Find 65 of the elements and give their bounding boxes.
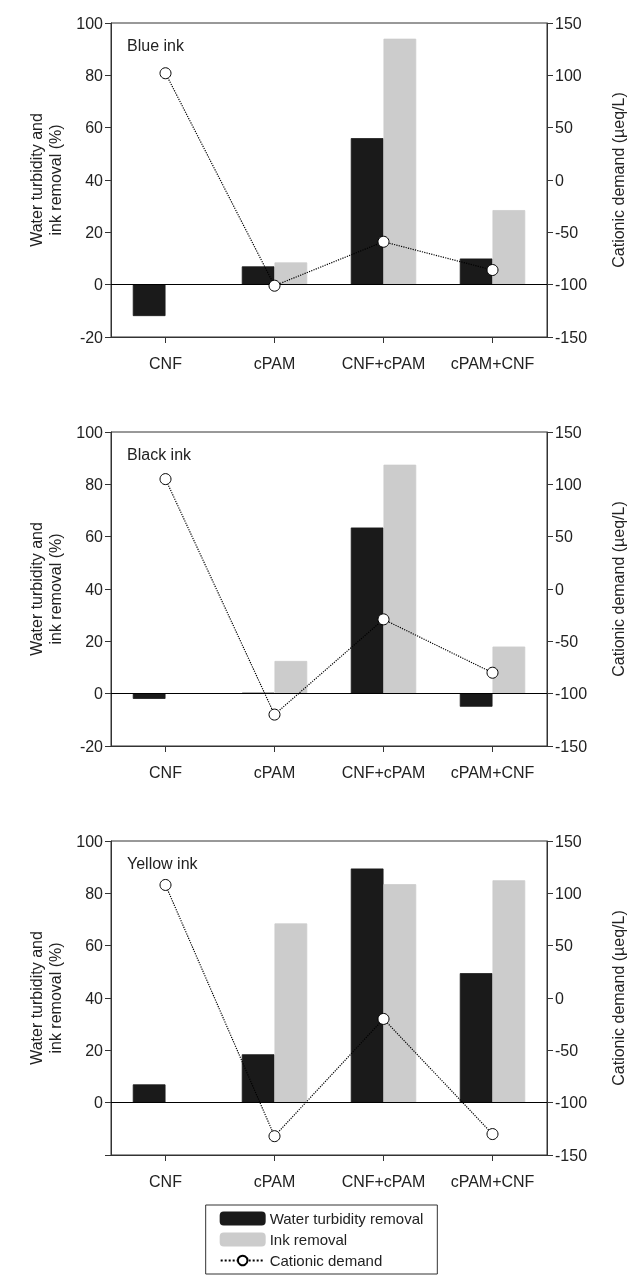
x-tick-label: cPAM: [253, 763, 296, 781]
y-tick-label: 40: [85, 171, 104, 189]
y2-tick-label: 100: [555, 884, 582, 902]
y2-tick-label: -50: [555, 632, 579, 650]
y2-tick-label: 50: [555, 937, 573, 955]
x-tick-label: cPAM: [253, 1172, 296, 1190]
y-tick-label: 40: [85, 580, 104, 598]
y-tick-label: 80: [85, 884, 104, 902]
y2-tick-label: 150: [555, 832, 582, 850]
x-tick-label: CNF: [149, 763, 183, 781]
y-tick-label: 60: [85, 937, 104, 955]
x-tick-label: CNF+cPAM: [341, 763, 426, 781]
y-tick-label: 0: [94, 276, 104, 294]
y-tick-label: 80: [85, 475, 104, 493]
y-tick-label: 20: [85, 632, 104, 650]
y2-tick-label: -100: [555, 685, 588, 703]
y-tick-label: 100: [76, 832, 104, 850]
y-tick-label: 60: [85, 119, 104, 137]
x-tick-label: cPAM+CNF: [450, 763, 535, 781]
y2-tick-label: 50: [555, 528, 573, 546]
y-axis-title: Water turbidity and ink removal (%): [28, 113, 65, 247]
y-tick-label: 100: [76, 423, 104, 441]
y2-tick-label: 150: [555, 14, 582, 32]
y2-tick-label: 100: [555, 66, 582, 84]
y-tick-label: -20: [79, 737, 104, 755]
y2-tick-label: 0: [555, 171, 564, 189]
x-tick-label: CNF: [149, 1172, 183, 1190]
y2-tick-label: -50: [555, 223, 579, 241]
y-tick-label: 40: [85, 989, 104, 1007]
y-tick-label: 60: [85, 528, 104, 546]
x-tick-label: cPAM: [253, 354, 296, 372]
y-tick-label: 0: [94, 685, 104, 703]
y-axis-title: Water turbidity and ink removal (%): [28, 522, 65, 656]
x-tick-label: cPAM+CNF: [450, 1172, 535, 1190]
y2-axis-title: Cationic demand (µeq/L): [610, 92, 627, 268]
y2-tick-label: -100: [555, 1094, 588, 1112]
y2-tick-label: -50: [555, 1041, 579, 1059]
text: Blue ink: [127, 36, 185, 54]
y2-axis-title: Cationic demand (µeq/L): [610, 501, 627, 677]
y2-tick-label: -100: [555, 276, 588, 294]
y2-tick-label: 0: [555, 580, 564, 598]
y2-axis-title: Cationic demand (µeq/L): [610, 910, 627, 1086]
x-tick-label: CNF: [149, 354, 183, 372]
y-tick-label: 20: [85, 1041, 104, 1059]
y2-tick-label: -150: [555, 737, 588, 755]
y-axis-title: Water turbidity and ink removal (%): [28, 931, 65, 1065]
y2-tick-label: -150: [555, 328, 588, 346]
y2-tick-label: 100: [555, 475, 582, 493]
x-tick-label: CNF+cPAM: [341, 354, 426, 372]
legend-label: Cationic demand: [269, 1252, 383, 1269]
y2-tick-label: -150: [555, 1146, 588, 1164]
legend-label: Ink removal: [269, 1231, 348, 1248]
x-tick-label: cPAM+CNF: [450, 354, 535, 372]
y2-tick-label: 150: [555, 423, 582, 441]
legend-label: Water turbidity removal: [269, 1210, 424, 1227]
text: Yellow ink: [127, 854, 199, 872]
y-tick-label: -20: [79, 328, 104, 346]
x-tick-label: CNF+cPAM: [341, 1172, 426, 1190]
y-tick-label: 20: [85, 223, 104, 241]
y2-tick-label: 0: [555, 989, 564, 1007]
text: Black ink: [127, 445, 193, 463]
y2-tick-label: 50: [555, 119, 573, 137]
y-tick-label: 80: [85, 66, 104, 84]
y-tick-label: 100: [76, 14, 104, 32]
y-tick-label: 0: [94, 1094, 104, 1112]
